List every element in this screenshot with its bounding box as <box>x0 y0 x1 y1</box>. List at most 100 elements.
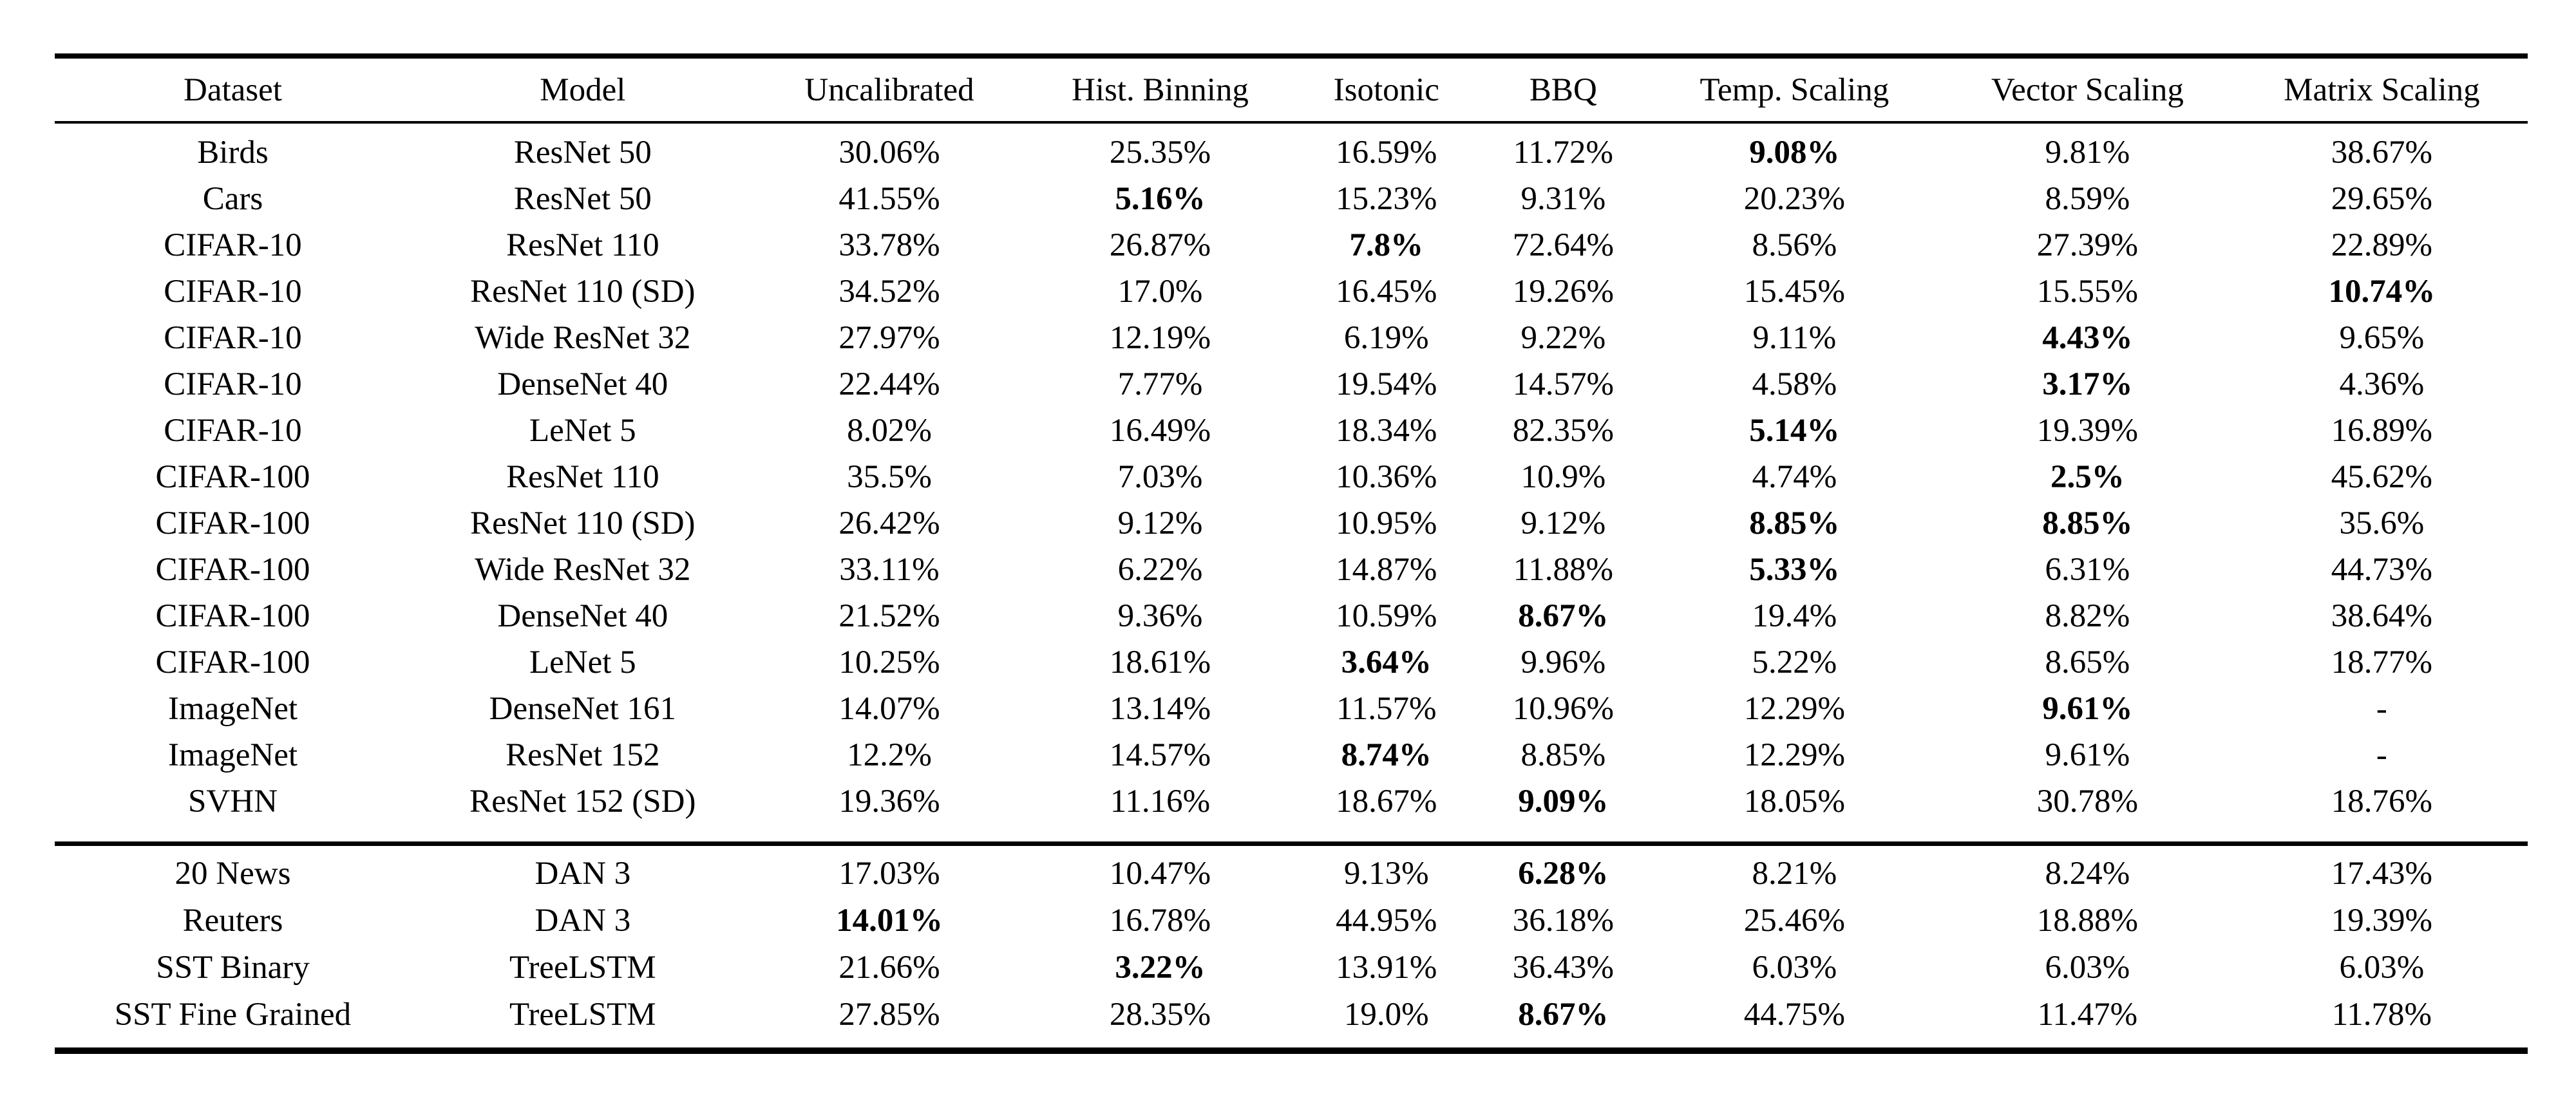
table-row: CIFAR-10 Wide ResNet 32 27.97% 12.19% 6.… <box>55 315 2528 361</box>
table-row: CIFAR-10 DenseNet 40 22.44% 7.77% 19.54%… <box>55 361 2528 408</box>
cell-matrix-scaling: - <box>2376 691 2387 727</box>
cell-dataset: SVHN <box>188 784 278 820</box>
cell-isotonic: 19.0% <box>1343 996 1429 1033</box>
cell-isotonic: 10.59% <box>1336 598 1437 634</box>
cell-temp-scaling: 4.74% <box>1752 459 1837 495</box>
cell-dataset: CIFAR-100 <box>155 552 310 588</box>
cell-model: DAN 3 <box>535 855 631 892</box>
column-header-matrix-scaling: Matrix Scaling <box>2284 71 2480 108</box>
cell-vector-scaling: 15.55% <box>2036 274 2139 310</box>
cell-temp-scaling: 9.08% <box>1749 135 1840 171</box>
cell-temp-scaling: 12.29% <box>1743 691 1845 727</box>
cell-model: LeNet 5 <box>529 644 636 681</box>
cell-bbq: 72.64% <box>1512 227 1614 263</box>
table-row: CIFAR-100 ResNet 110 35.5% 7.03% 10.36% … <box>55 454 2528 500</box>
cell-isotonic: 44.95% <box>1336 902 1437 939</box>
cell-hist-binning: 11.16% <box>1110 784 1211 820</box>
cell-isotonic: 7.8% <box>1349 227 1424 263</box>
cell-matrix-scaling: 6.03% <box>2339 949 2425 986</box>
cell-dataset: ImageNet <box>167 737 298 773</box>
table-row: 20 News DAN 3 17.03% 10.47% 9.13% 6.28% … <box>55 850 2528 897</box>
cell-bbq: 9.31% <box>1520 181 1606 217</box>
cell-uncalibrated: 27.97% <box>838 320 940 356</box>
cell-vector-scaling: 9.61% <box>2042 691 2133 727</box>
cell-vector-scaling: 18.88% <box>2036 902 2139 939</box>
cell-model: ResNet 110 (SD) <box>470 274 696 310</box>
cell-temp-scaling: 19.4% <box>1752 598 1837 634</box>
cell-matrix-scaling: 38.64% <box>2331 598 2432 634</box>
cell-model: ResNet 152 (SD) <box>469 784 696 820</box>
cell-temp-scaling: 44.75% <box>1743 996 1845 1033</box>
cell-temp-scaling: 18.05% <box>1743 784 1845 820</box>
cell-dataset: CIFAR-10 <box>164 320 302 356</box>
cell-dataset: CIFAR-100 <box>155 459 310 495</box>
cell-uncalibrated: 34.52% <box>838 274 940 310</box>
cell-uncalibrated: 21.66% <box>838 949 940 986</box>
cell-temp-scaling: 8.56% <box>1752 227 1837 263</box>
cell-temp-scaling: 5.14% <box>1749 413 1840 449</box>
cell-hist-binning: 10.47% <box>1109 855 1211 892</box>
cell-dataset: CIFAR-10 <box>164 274 302 310</box>
cell-dataset: CIFAR-10 <box>164 413 302 449</box>
table-row: CIFAR-100 LeNet 5 10.25% 18.61% 3.64% 9.… <box>55 639 2528 686</box>
cell-temp-scaling: 8.21% <box>1752 855 1837 892</box>
cell-dataset: Cars <box>202 181 263 217</box>
cell-dataset: Birds <box>197 135 269 171</box>
cell-hist-binning: 7.03% <box>1117 459 1203 495</box>
cell-uncalibrated: 35.5% <box>847 459 932 495</box>
cell-matrix-scaling: - <box>2376 737 2387 773</box>
cell-isotonic: 10.95% <box>1336 505 1437 541</box>
cell-model: Wide ResNet 32 <box>475 552 691 588</box>
cell-uncalibrated: 17.03% <box>838 855 940 892</box>
cell-hist-binning: 13.14% <box>1109 691 1211 727</box>
cell-vector-scaling: 8.82% <box>2045 598 2130 634</box>
table-row: ImageNet DenseNet 161 14.07% 13.14% 11.5… <box>55 686 2528 732</box>
cell-bbq: 8.67% <box>1518 598 1609 634</box>
cell-dataset: CIFAR-10 <box>164 227 302 263</box>
cell-matrix-scaling: 29.65% <box>2331 181 2432 217</box>
column-header-uncalibrated: Uncalibrated <box>804 71 974 108</box>
cell-isotonic: 10.36% <box>1336 459 1437 495</box>
cell-vector-scaling: 27.39% <box>2036 227 2139 263</box>
cell-dataset: Reuters <box>182 902 283 939</box>
cell-temp-scaling: 8.85% <box>1749 505 1840 541</box>
cell-matrix-scaling: 44.73% <box>2331 552 2432 588</box>
cell-matrix-scaling: 16.89% <box>2331 413 2432 449</box>
cell-isotonic: 11.57% <box>1336 691 1437 727</box>
cell-matrix-scaling: 9.65% <box>2339 320 2425 356</box>
table-row: CIFAR-100 DenseNet 40 21.52% 9.36% 10.59… <box>55 593 2528 639</box>
cell-dataset: SST Binary <box>156 949 310 986</box>
table-top-rule <box>55 53 2528 59</box>
cell-temp-scaling: 25.46% <box>1743 902 1845 939</box>
cell-uncalibrated: 12.2% <box>847 737 932 773</box>
cell-model: DenseNet 161 <box>489 691 676 727</box>
cell-dataset: SST Fine Grained <box>114 996 352 1033</box>
table-section-rule <box>55 841 2528 846</box>
cell-isotonic: 8.74% <box>1341 737 1432 773</box>
cell-vector-scaling: 3.17% <box>2042 366 2133 402</box>
cell-vector-scaling: 8.24% <box>2045 855 2130 892</box>
column-header-isotonic: Isotonic <box>1333 71 1439 108</box>
table-row: CIFAR-10 ResNet 110 33.78% 26.87% 7.8% 7… <box>55 222 2528 268</box>
cell-bbq: 11.88% <box>1513 552 1614 588</box>
cell-temp-scaling: 4.58% <box>1752 366 1837 402</box>
cell-vector-scaling: 11.47% <box>2037 996 2138 1033</box>
cell-matrix-scaling: 10.74% <box>2328 274 2436 310</box>
table-row: ImageNet ResNet 152 12.2% 14.57% 8.74% 8… <box>55 732 2528 778</box>
cell-vector-scaling: 30.78% <box>2036 784 2139 820</box>
cell-model: ResNet 50 <box>513 135 652 171</box>
cell-bbq: 10.9% <box>1520 459 1606 495</box>
table-row: CIFAR-10 ResNet 110 (SD) 34.52% 17.0% 16… <box>55 268 2528 315</box>
cell-isotonic: 3.64% <box>1341 644 1432 681</box>
cell-bbq: 19.26% <box>1512 274 1614 310</box>
cell-isotonic: 15.23% <box>1336 181 1437 217</box>
cell-uncalibrated: 10.25% <box>838 644 940 681</box>
cell-bbq: 36.18% <box>1512 902 1614 939</box>
column-header-vector-scaling: Vector Scaling <box>1991 71 2184 108</box>
table-row: SST Binary TreeLSTM 21.66% 3.22% 13.91% … <box>55 944 2528 991</box>
table-row: SST Fine Grained TreeLSTM 27.85% 28.35% … <box>55 991 2528 1038</box>
cell-isotonic: 6.19% <box>1343 320 1429 356</box>
cell-bbq: 14.57% <box>1512 366 1614 402</box>
cell-uncalibrated: 41.55% <box>838 181 940 217</box>
